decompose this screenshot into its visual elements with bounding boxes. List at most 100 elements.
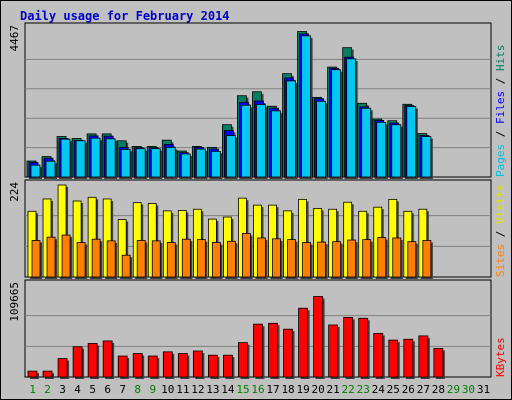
side-label-part: Files: [494, 91, 507, 124]
day-label-7: 7: [119, 383, 126, 396]
bar-pages-day-22: [346, 58, 357, 178]
bar-kbytes-day-11: [177, 353, 188, 378]
bar-pages-day-23: [361, 107, 372, 178]
bar-sites-day-18: [287, 239, 296, 278]
day-label-30: 30: [462, 383, 475, 396]
day-label-15: 15: [236, 383, 249, 396]
bar-kbytes-day-28: [433, 348, 444, 378]
day-label-13: 13: [206, 383, 219, 396]
day-label-18: 18: [281, 383, 294, 396]
bar-sites-day-11: [181, 238, 191, 278]
bar-kbytes-day-16: [253, 323, 263, 378]
bar-sites-day-12: [196, 239, 206, 278]
bar-pages-day-2: [45, 160, 56, 178]
bar-pages-day-26: [406, 106, 417, 178]
bar-kbytes-day-3: [57, 358, 68, 378]
bar-kbytes-day-18: [283, 328, 293, 378]
bar-sites-day-14: [227, 240, 236, 278]
bar-kbytes-day-20: [313, 296, 324, 378]
bar-kbytes-day-5: [87, 343, 98, 378]
bar-sites-day-3: [61, 234, 71, 278]
day-label-19: 19: [296, 383, 309, 396]
side-label-kbytes: KBytes: [494, 337, 507, 377]
bar-kbytes-day-22: [343, 317, 354, 378]
side-label-part: /: [494, 71, 507, 91]
day-label-5: 5: [89, 383, 96, 396]
bar-sites-day-22: [347, 239, 357, 278]
bar-sites-day-15: [242, 233, 251, 278]
bar-kbytes-day-25: [388, 339, 399, 378]
day-label-28: 28: [432, 383, 445, 396]
bar-sites-day-21: [332, 241, 342, 278]
bar-kbytes-day-23: [358, 317, 369, 378]
day-label-4: 4: [74, 383, 81, 396]
side-label-pages-files-hits: Pages / Files / Hits: [494, 45, 507, 178]
bar-kbytes-day-9: [147, 355, 158, 378]
day-label-11: 11: [176, 383, 189, 396]
bar-sites-day-27: [422, 240, 432, 278]
y-max-label-kbytes: 109665: [8, 282, 21, 322]
day-label-22: 22: [342, 383, 355, 396]
chart-title: Daily usage for February 2014: [20, 9, 230, 23]
y-max-label-pages-files-hits: 4467: [8, 25, 21, 52]
bar-pages-day-11: [180, 153, 191, 178]
bar-pages-day-7: [120, 148, 131, 178]
side-label-part: Visits: [494, 184, 507, 224]
day-label-27: 27: [417, 383, 430, 396]
bar-pages-day-15: [241, 104, 251, 178]
bar-sites-day-6: [106, 240, 116, 278]
bar-kbytes-day-8: [132, 353, 143, 378]
bar-kbytes-day-13: [207, 354, 218, 378]
bar-sites-day-23: [362, 239, 372, 278]
bar-pages-day-16: [256, 104, 266, 178]
bar-pages-day-17: [271, 110, 281, 178]
bar-kbytes-day-24: [373, 332, 384, 378]
bar-kbytes-day-4: [72, 346, 83, 378]
side-label-part: KBytes: [494, 337, 507, 377]
bar-pages-day-9: [150, 148, 161, 178]
bar-kbytes-day-2: [42, 370, 53, 378]
bar-pages-day-6: [105, 138, 116, 178]
bar-sites-day-26: [407, 241, 417, 278]
side-label-part: Sites: [494, 244, 507, 277]
side-label-part: /: [494, 124, 507, 144]
y-max-label-visits-sites: 224: [8, 182, 21, 202]
bar-kbytes-day-14: [223, 354, 233, 378]
bar-pages-day-3: [60, 138, 71, 178]
day-label-20: 20: [312, 383, 325, 396]
bar-sites-day-20: [317, 241, 327, 278]
bar-pages-day-5: [90, 137, 101, 178]
bar-sites-day-1: [31, 240, 41, 278]
bar-pages-day-10: [165, 146, 176, 178]
bar-pages-day-12: [195, 148, 206, 178]
bar-pages-day-4: [75, 140, 86, 178]
bar-pages-day-21: [331, 69, 342, 178]
day-label-29: 29: [447, 383, 460, 396]
bar-kbytes-day-27: [418, 335, 429, 378]
bar-sites-day-7: [121, 254, 131, 278]
bar-kbytes-day-12: [192, 350, 203, 378]
day-label-10: 10: [161, 383, 174, 396]
bar-pages-day-24: [376, 121, 387, 178]
bar-sites-day-9: [151, 240, 161, 278]
day-label-8: 8: [134, 383, 141, 396]
bar-kbytes-day-6: [102, 340, 113, 378]
bar-sites-day-19: [302, 242, 311, 278]
day-label-3: 3: [59, 383, 66, 396]
day-label-2: 2: [44, 383, 51, 396]
day-label-31: 31: [477, 383, 490, 396]
bar-kbytes-day-19: [298, 307, 308, 378]
bar-pages-day-19: [301, 35, 311, 178]
day-label-23: 23: [357, 383, 370, 396]
side-label-part: /: [494, 224, 507, 244]
bar-pages-day-1: [30, 164, 41, 178]
bar-kbytes-day-1: [27, 370, 38, 378]
bar-kbytes-day-26: [403, 338, 414, 378]
side-label-part: Hits: [494, 45, 507, 72]
day-label-24: 24: [372, 383, 386, 396]
bar-sites-day-25: [392, 237, 402, 278]
bar-sites-day-2: [46, 236, 56, 278]
